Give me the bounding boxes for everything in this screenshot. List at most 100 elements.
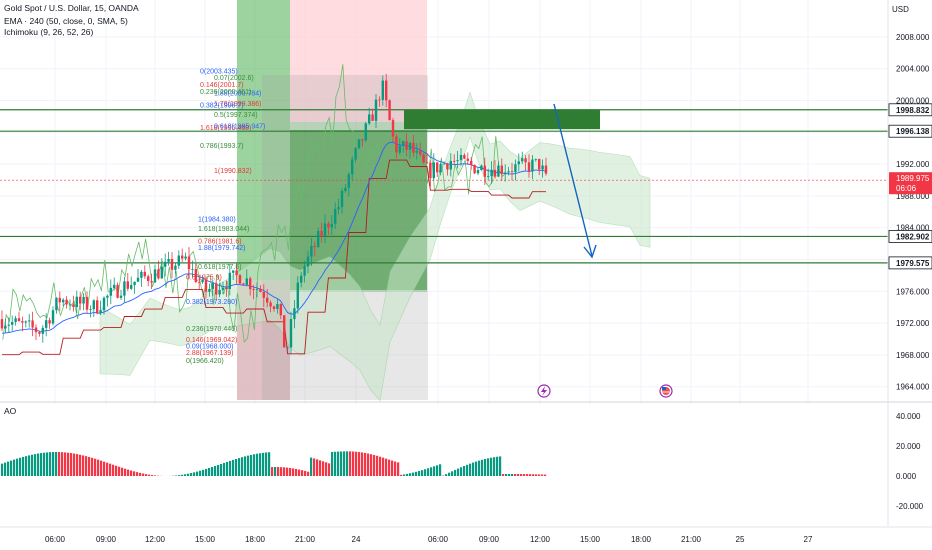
candle-body [279,304,282,316]
ema-legend[interactable]: EMA · 240 (50, close, 0, SMA, 5) [4,16,128,26]
candle-body [228,272,231,290]
ao-bar [358,452,361,476]
candle-body [130,285,133,289]
fib-label: 1(1990.832) [214,168,252,175]
ao-bar [16,458,19,476]
fib-label: 0.5(1997.374) [214,112,258,119]
ao-bar [130,470,133,476]
candle-body [147,276,150,281]
candle-body [51,310,55,324]
candle-body [463,154,466,159]
ao-bar [334,451,337,476]
fib-labels: 0(2003.435)0.07(2002.6)0.146(2001.7) 1.88… [186,68,265,364]
ao-bar [394,461,397,476]
fib-label: 0.5(1975.9) [186,274,222,281]
ao-bar [502,474,505,476]
candle-body [116,284,119,298]
ao-bar [142,473,145,476]
candle-body [300,275,303,283]
candle-body [242,283,245,285]
ao-bar [460,467,463,476]
ao-bar [346,451,349,476]
time-tick-label: 15:00 [195,535,216,544]
symbol-title[interactable]: Gold Spot / U.S. Dollar, 15, OANDA [4,3,139,13]
ao-bar [385,458,388,476]
ao-bar [55,452,58,476]
price-tick-label: 1984.000 [896,224,930,233]
ao-bar [331,451,334,476]
candle-body [136,277,140,282]
candle-body [160,266,163,279]
projection-arrow[interactable] [553,103,597,259]
ao-bar [151,475,154,476]
position-box-risk-zone [290,0,427,122]
candle-body [412,142,415,153]
ao-bar [112,464,115,476]
candle-body [432,162,435,179]
ao-bar [133,471,136,476]
ao-axis[interactable]: 40.000 20.000 0.000 -20.000 [896,412,924,511]
candles[interactable] [0,73,548,355]
candle-body [296,282,299,309]
candle-body [527,162,531,172]
ao-bar [481,459,484,476]
ao-tick-label: -20.000 [896,502,924,511]
ao-bar [136,472,139,476]
ao-bar [40,453,43,476]
ao-bar [229,460,232,476]
candle-body [439,164,442,173]
lightning-event-icon[interactable] [537,384,551,398]
candle-body [442,163,446,165]
time-axis[interactable]: 06:00 09:00 12:00 15:00 18:00 21:00 24 06:00 09:… [45,535,813,544]
candle-body [38,332,41,334]
time-tick-label: 18:00 [245,535,266,544]
candle-body [266,297,269,303]
ao-bar [370,454,373,476]
fib-label: 1.78(1999.386) [214,101,261,108]
candle-body [306,256,310,267]
candle-body [425,162,429,164]
candle-body [187,256,191,270]
ao-bar [124,468,127,476]
price-axis[interactable]: 2008.0002004.0002000.0001996.0001992.000… [896,33,930,392]
ao-bar [361,452,364,476]
ao-bar [79,454,82,476]
ao-bar [271,467,274,476]
candle-body [28,320,31,322]
ao-bar [448,472,451,476]
fib-label: 0.09(1968.000) [186,344,233,351]
ao-bar [64,452,67,476]
price-levels[interactable] [0,109,888,264]
candle-body [327,223,330,228]
ao-bar [301,470,304,476]
fib-label: 0.382(1998.7) [200,103,244,110]
candle-body [354,148,357,160]
ao-bar [304,470,307,476]
countdown-text: 06:06 [896,184,917,193]
fib-label: 0(2003.435) [200,68,238,75]
candle-body [334,209,337,224]
ao-bar [76,454,79,476]
ao-bar [217,464,220,476]
fib-label: 0.146(1969.042) [186,337,237,344]
us-flag-event-icon[interactable] [659,384,673,398]
ao-bar [514,474,517,476]
supply-zone-box[interactable] [404,109,600,130]
ao-bar [91,457,94,476]
candle-body [544,165,548,174]
candle-body [347,174,350,188]
ao-bar [466,464,469,476]
candle-body [289,319,293,348]
ao-bar [115,465,118,476]
candle-body [143,271,146,277]
ao-legend[interactable]: AO [4,406,17,416]
ao-bar [445,474,448,476]
ao-tick-label: 20.000 [896,442,921,451]
ao-bar [412,472,415,476]
ichimoku-legend[interactable]: Ichimoku (9, 26, 52, 26) [4,27,94,37]
ao-pane[interactable] [0,404,888,526]
candle-body [164,261,167,267]
candle-body [368,114,371,124]
candle-body [507,171,510,173]
